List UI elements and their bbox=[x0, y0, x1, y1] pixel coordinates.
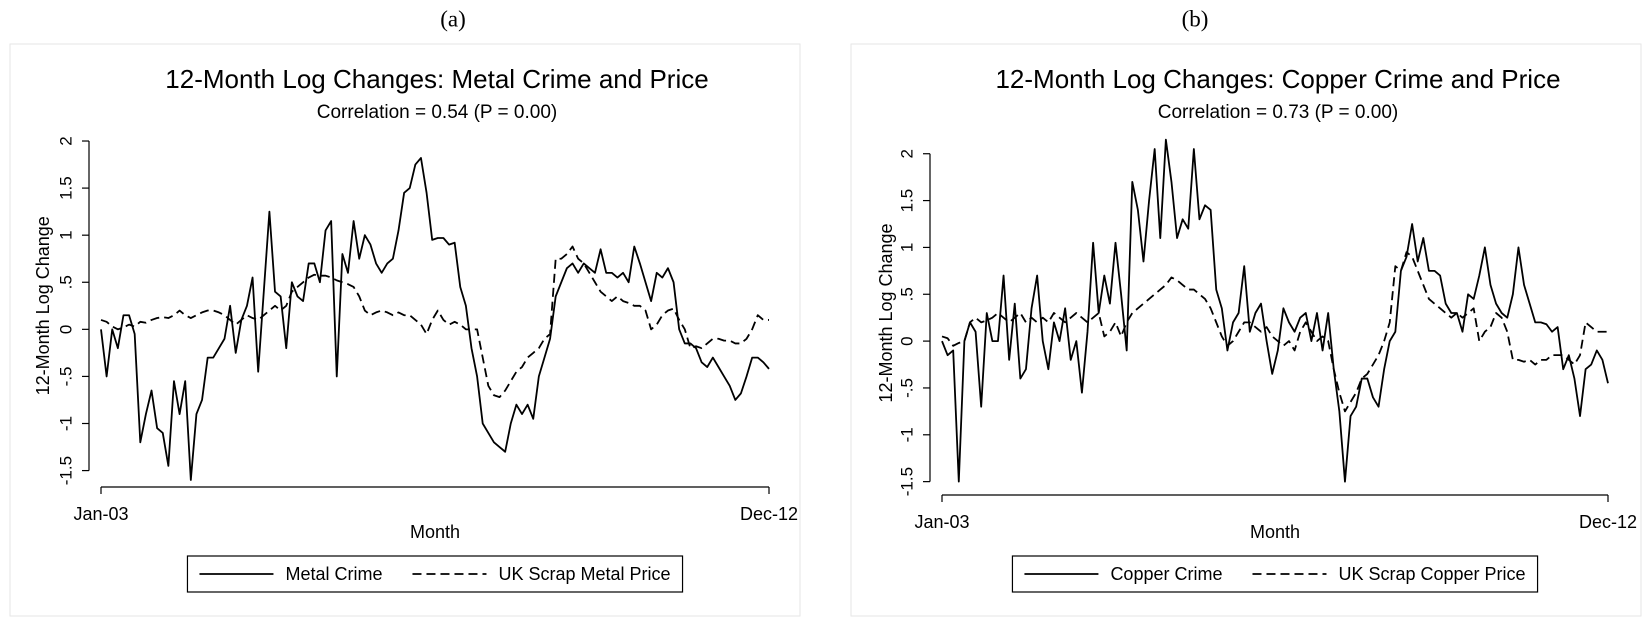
x-axis-label: Month bbox=[410, 522, 460, 542]
y-tick-label: -.5 bbox=[56, 366, 75, 386]
y-tick-label: 1 bbox=[56, 230, 75, 239]
y-axis-label: 12-Month Log Change bbox=[33, 216, 53, 395]
legend-label: Copper Crime bbox=[1110, 564, 1222, 584]
x-axis-label: Month bbox=[1250, 522, 1300, 542]
chart-title: 12-Month Log Changes: Metal Crime and Pr… bbox=[165, 64, 708, 94]
y-tick-label: -1.5 bbox=[56, 456, 75, 485]
chart-title: 12-Month Log Changes: Copper Crime and P… bbox=[995, 64, 1560, 94]
panel-label: (a) bbox=[440, 6, 466, 31]
panel-frame bbox=[9, 43, 801, 617]
panel-label: (b) bbox=[1182, 6, 1209, 31]
series-line bbox=[941, 138, 1609, 483]
legend-label: UK Scrap Metal Price bbox=[498, 564, 670, 584]
y-tick-label: -.5 bbox=[897, 378, 916, 398]
panel-frame bbox=[850, 43, 1642, 617]
y-tick-label: 0 bbox=[897, 336, 916, 345]
y-tick-label: -1 bbox=[56, 416, 75, 431]
y-tick-label: 1 bbox=[897, 243, 916, 252]
y-tick-label: .5 bbox=[56, 275, 75, 289]
y-tick-label: 2 bbox=[897, 149, 916, 158]
x-tick-label: Jan-03 bbox=[914, 512, 969, 532]
y-tick-label: -1 bbox=[897, 427, 916, 442]
legend-label: Metal Crime bbox=[285, 564, 382, 584]
y-tick-label: -1.5 bbox=[897, 467, 916, 496]
y-tick-label: 1.5 bbox=[56, 176, 75, 200]
chart-subtitle: Correlation = 0.54 (P = 0.00) bbox=[317, 102, 557, 123]
series-line bbox=[100, 245, 769, 399]
x-tick-label: Dec-12 bbox=[740, 504, 798, 524]
y-axis-label: 12-Month Log Change bbox=[876, 223, 896, 402]
chart-subtitle: Correlation = 0.73 (P = 0.00) bbox=[1158, 102, 1398, 123]
y-tick-label: 2 bbox=[56, 136, 75, 145]
series-line bbox=[100, 157, 770, 481]
y-tick-label: .5 bbox=[897, 287, 916, 301]
x-tick-label: Dec-12 bbox=[1579, 512, 1637, 532]
legend-label: UK Scrap Copper Price bbox=[1338, 564, 1525, 584]
series-line bbox=[941, 251, 1608, 413]
y-tick-label: 1.5 bbox=[897, 189, 916, 213]
y-tick-label: 0 bbox=[56, 325, 75, 334]
x-tick-label: Jan-03 bbox=[73, 504, 128, 524]
